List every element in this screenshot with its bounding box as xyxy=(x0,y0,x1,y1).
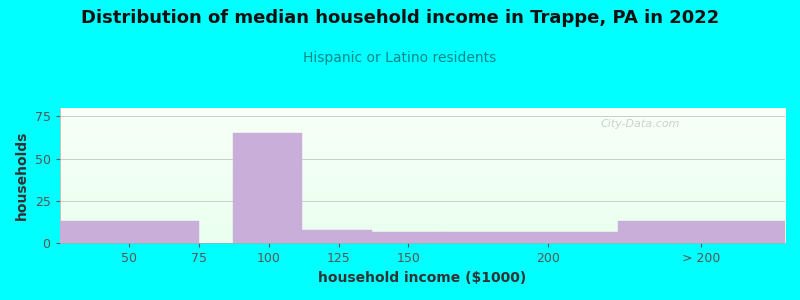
Bar xyxy=(59,221,199,243)
Y-axis label: households: households xyxy=(15,131,29,220)
Bar xyxy=(372,232,442,243)
Text: City-Data.com: City-Data.com xyxy=(600,119,680,129)
Text: Hispanic or Latino residents: Hispanic or Latino residents xyxy=(303,51,497,65)
Text: Distribution of median household income in Trappe, PA in 2022: Distribution of median household income … xyxy=(81,9,719,27)
Bar xyxy=(442,232,618,243)
Bar xyxy=(618,221,785,243)
Bar xyxy=(233,134,302,243)
X-axis label: household income ($1000): household income ($1000) xyxy=(318,271,526,285)
Bar xyxy=(302,230,372,243)
